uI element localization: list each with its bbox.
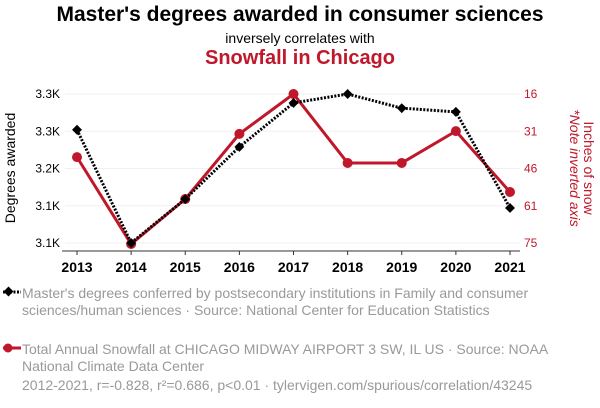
y-axis-label: Degrees awarded: [2, 113, 18, 224]
y-tick-label: 3.1K: [35, 236, 60, 250]
snow-point: [72, 152, 82, 163]
degrees-point: [126, 238, 137, 248]
line-chart: 3.3K 16 3.3K 31 3.2K 46 3.1K 61 3.1K 75 2013 2014 20…: [2, 87, 597, 275]
snow-point: [505, 186, 515, 197]
x-tick-label: 2018: [332, 259, 363, 275]
x-tick-label: 2019: [386, 259, 417, 275]
y2-tick-label: 61: [524, 199, 538, 213]
x-tick-label: 2015: [170, 259, 201, 275]
chart-subtitle: inversely correlates with: [225, 30, 375, 46]
y-tick-label: 3.3K: [35, 124, 60, 138]
footer-stats: 2012-2021, r=-0.828, r²=0.686, p<0.01 · …: [22, 377, 533, 393]
y2-tick-label: 16: [524, 87, 538, 101]
x-tick-label: 2020: [440, 259, 471, 275]
chart-subtitle-variable: Snowfall in Chicago: [204, 47, 395, 69]
y-tick-label: 3.2K: [35, 162, 60, 176]
snow-point: [234, 128, 245, 139]
y-tick-label: 3.1K: [35, 199, 60, 213]
x-tick-label: 2017: [278, 259, 309, 275]
degrees-point: [72, 124, 82, 135]
legend-item-degrees: Master's degrees conferred by postsecond…: [3, 285, 592, 319]
degrees-point: [450, 106, 461, 117]
degrees-point: [180, 194, 191, 204]
y2-tick-label: 31: [524, 124, 538, 138]
x-tick-label: 2021: [494, 259, 525, 275]
x-tick-label: 2014: [116, 259, 147, 275]
y2-tick-label: 75: [524, 236, 538, 250]
degrees-point: [342, 89, 353, 99]
snow-point: [450, 126, 461, 137]
chart-title: Master's degrees awarded in consumer sci…: [56, 3, 544, 26]
degrees-point: [396, 103, 407, 114]
y2-axis-note: *Note inverted axis: [567, 109, 583, 227]
legend-label-snow: Total Annual Snowfall at CHICAGO MIDWAY …: [22, 341, 548, 374]
degrees-point: [505, 203, 515, 213]
x-tick-label: 2016: [224, 259, 255, 275]
x-tick-label: 2013: [61, 259, 92, 275]
y2-axis-label: Inches of snow: [581, 121, 597, 215]
y-tick-label: 3.3K: [35, 87, 60, 101]
line-circle-icon: [3, 343, 21, 353]
degrees-point: [234, 141, 245, 152]
snow-point: [342, 157, 353, 168]
y2-tick-label: 46: [524, 162, 538, 176]
series-line-snow: [75, 91, 512, 247]
legend-item-snow: Total Annual Snowfall at CHICAGO MIDWAY …: [3, 341, 592, 375]
snow-point: [396, 157, 407, 168]
dotted-diamond-icon: [3, 286, 21, 297]
snow-point: [288, 89, 299, 99]
legend-label-degrees: Master's degrees conferred by postsecond…: [22, 285, 529, 318]
